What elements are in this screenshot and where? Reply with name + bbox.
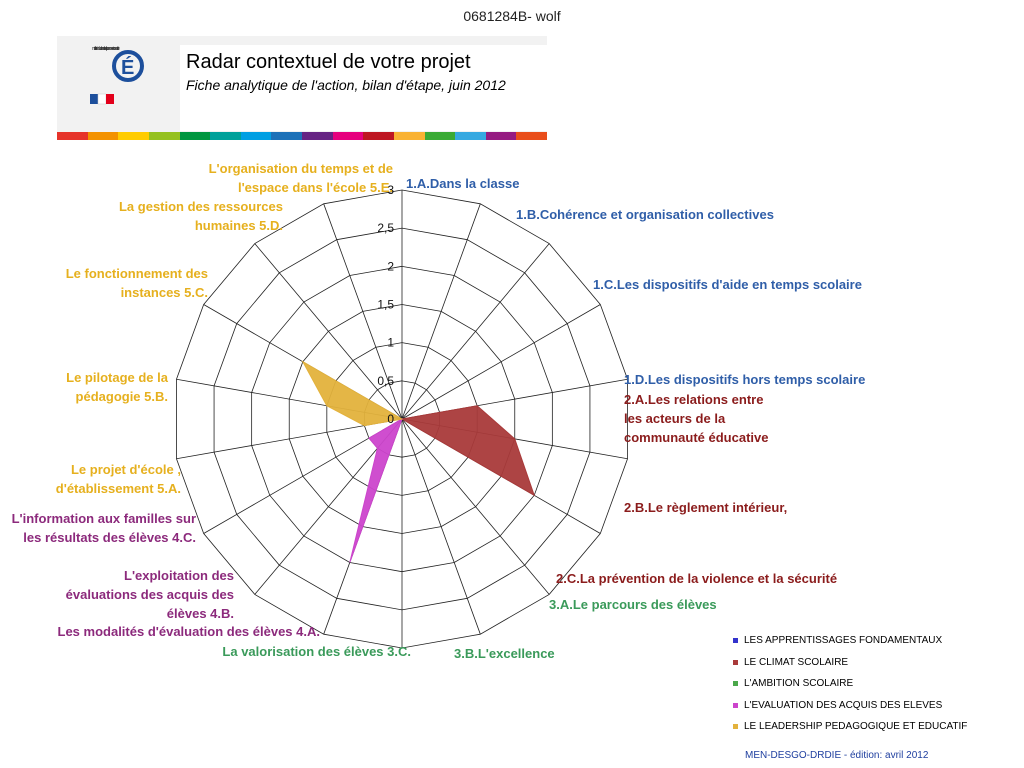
- document-id: 0681284B- wolf: [463, 8, 561, 24]
- radial-tick-label: 1,5: [377, 298, 394, 312]
- legend-label: LE LEADERSHIP PEDAGOGIQUE ET EDUCATIF: [744, 721, 968, 733]
- strip-segment: [179, 132, 211, 140]
- logo-text: ministère éducation nationale jeunesse v…: [92, 46, 120, 52]
- strip-segment: [87, 132, 119, 140]
- legend-label: L'AMBITION SCOLAIRE: [744, 678, 854, 690]
- strip-segment: [424, 132, 456, 140]
- legend-item: L'EVALUATION DES ACQUIS DES ELEVES: [727, 695, 983, 717]
- axis-label: 2.C.La prévention de la violence et la s…: [556, 571, 837, 586]
- series-area: [349, 417, 403, 563]
- series-area: [400, 405, 536, 497]
- axis-label: Les modalités d'évaluation des élèves 4.…: [58, 624, 320, 639]
- strip-segment: [240, 132, 272, 140]
- radial-tick-label: 2: [387, 259, 394, 273]
- axis-label: L'information aux familles sur les résult…: [12, 511, 196, 545]
- axis-spoke: [401, 203, 481, 420]
- strip-segment: [57, 132, 88, 140]
- axis-label: Le projet d'école , d'établissement 5.A.: [56, 462, 181, 496]
- svg-text:É: É: [121, 56, 134, 79]
- legend-item: LE CLIMAT SCOLAIRE: [727, 652, 983, 674]
- axis-label: L'exploitation des évaluations des acquis…: [66, 568, 234, 621]
- axis-label: L'organisation du temps et de l'espace da…: [209, 161, 393, 195]
- strip-segment: [332, 132, 364, 140]
- chart-legend: LES APPRENTISSAGES FONDAMENTAUX LE CLIMAT…: [727, 630, 983, 744]
- radial-tick-label: 0,5: [377, 374, 394, 388]
- axis-spoke: [401, 418, 550, 595]
- color-strip: [57, 132, 547, 140]
- radial-tick-label: 3: [387, 183, 394, 197]
- strip-segment: [210, 132, 241, 140]
- strip-segment: [455, 132, 486, 140]
- legend-swatch: [733, 681, 738, 687]
- axis-label: 1.B.Cohérence et organisation collective…: [516, 207, 774, 222]
- axis-label: 1.A.Dans la classe: [406, 176, 519, 191]
- strip-segment: [148, 132, 180, 140]
- axis-spoke: [401, 418, 481, 635]
- strip-segment: [393, 132, 425, 140]
- legend-swatch: [733, 638, 738, 644]
- axis-label: Le fonctionnement des instances 5.C.: [66, 266, 208, 300]
- legend-swatch: [733, 724, 738, 730]
- series-area: [301, 360, 404, 427]
- strip-segment: [302, 132, 333, 140]
- page-title: Radar contextuel de votre projet: [186, 51, 471, 73]
- legend-label: LES APPRENTISSAGES FONDAMENTAUX: [744, 635, 943, 647]
- legend-label: L'EVALUATION DES ACQUIS DES ELEVES: [744, 699, 943, 711]
- axis-spoke: [323, 203, 403, 420]
- legend-item: LE LEADERSHIP PEDAGOGIQUE ET EDUCATIF: [727, 716, 983, 738]
- axis-label: Le pilotage de la pédagogie 5.B.: [66, 370, 169, 404]
- axis-label: La valorisation des élèves 3.C.: [222, 644, 411, 659]
- axis-label: 1.D.Les dispositifs hors temps scolaire: [624, 372, 865, 387]
- header-title-box: [180, 45, 743, 131]
- strip-segment: [271, 132, 302, 140]
- legend-swatch: [733, 702, 738, 708]
- radial-tick-label: 1: [387, 336, 394, 350]
- axis-spoke: [401, 243, 550, 420]
- ministry-logo: ministère éducation nationale jeunesse v…: [90, 46, 144, 105]
- legend-item: L'AMBITION SCOLAIRE: [727, 673, 983, 695]
- strip-segment: [363, 132, 394, 140]
- axis-label: 2.B.Le règlement intérieur,: [624, 500, 787, 515]
- strip-segment: [485, 132, 517, 140]
- strip-segment: [516, 132, 547, 140]
- legend-label: LE CLIMAT SCOLAIRE: [744, 656, 849, 668]
- footer-edition: MEN-DESGO-DRDIE - édition: avril 2012: [745, 750, 929, 761]
- axis-label: 3.A.Le parcours des élèves: [549, 597, 717, 612]
- page-subtitle: Fiche analytique de l'action, bilan d'ét…: [186, 77, 506, 93]
- radial-tick-label: 2,5: [377, 221, 394, 235]
- axis-label: 2.A.Les relations entre les acteurs de la…: [624, 392, 769, 445]
- legend-swatch: [733, 659, 738, 665]
- axis-label: 3.B.L'excellence: [454, 646, 555, 661]
- axis-spoke: [401, 304, 601, 420]
- axis-label: La gestion des ressources humaines 5.D.: [119, 199, 283, 233]
- radial-tick-label: 0: [387, 412, 394, 426]
- axis-label: 1.C.Les dispositifs d'aide en temps scol…: [593, 277, 862, 292]
- strip-segment: [118, 132, 149, 140]
- legend-item: LES APPRENTISSAGES FONDAMENTAUX: [727, 630, 983, 652]
- axis-spoke: [254, 243, 403, 420]
